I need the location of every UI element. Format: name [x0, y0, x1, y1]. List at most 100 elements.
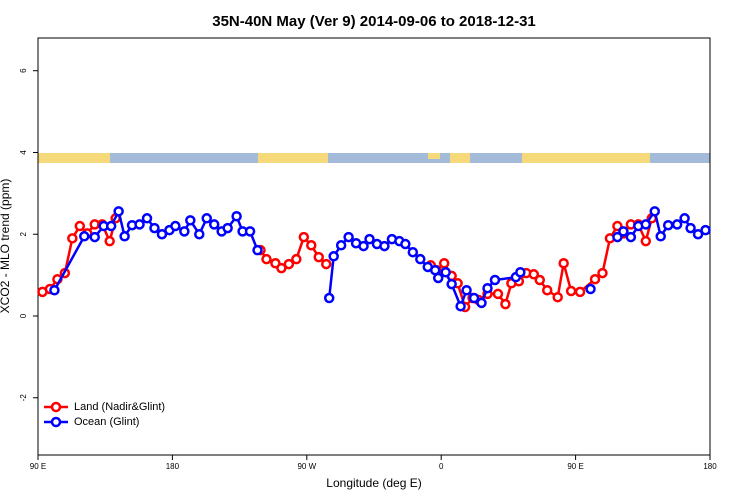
data-point — [455, 300, 466, 312]
data-point — [185, 215, 196, 226]
land-ocean-strip — [38, 153, 710, 163]
data-point — [201, 213, 212, 224]
y-tick-label: 2 — [19, 231, 28, 236]
data-point — [105, 220, 117, 232]
data-point — [541, 284, 553, 296]
data-point — [141, 213, 153, 224]
data-point — [700, 224, 711, 236]
data-point — [500, 298, 511, 310]
data-point — [685, 222, 696, 234]
data-point — [244, 226, 256, 237]
x-tick-label: 90 W — [297, 462, 316, 471]
data-point — [104, 235, 115, 247]
data-point — [261, 253, 272, 265]
data-point — [364, 233, 375, 245]
data-point — [625, 231, 637, 243]
data-point — [67, 233, 78, 244]
data-point — [291, 253, 302, 265]
data-point — [589, 273, 601, 285]
data-point — [438, 258, 450, 269]
data-point — [528, 269, 540, 280]
y-tick-label: 0 — [19, 313, 28, 318]
data-point — [476, 297, 487, 309]
data-point — [231, 210, 242, 222]
data-point — [640, 235, 652, 247]
x-tick-label: 90 E — [30, 462, 46, 471]
land-strip — [522, 153, 650, 163]
data-point — [489, 274, 501, 286]
x-axis-label: Longitude (deg E) — [326, 476, 421, 490]
data-point — [662, 219, 674, 231]
data-point — [565, 285, 577, 297]
data-point — [482, 282, 493, 294]
plot-frame — [37, 37, 711, 456]
chart-title: 35N-40N May (Ver 9) 2014-09-06 to 2018-1… — [212, 13, 536, 30]
data-point — [119, 231, 130, 242]
data-point — [79, 231, 90, 242]
data-point — [585, 283, 596, 295]
data-point — [407, 246, 419, 258]
data-point — [558, 258, 569, 269]
x-tick-label: 180 — [703, 462, 717, 471]
land-strip — [428, 153, 440, 159]
ocean-strip — [38, 153, 710, 163]
data-point — [194, 228, 205, 240]
data-point — [400, 238, 411, 250]
data-point — [252, 244, 263, 256]
data-point — [323, 292, 335, 304]
data-point — [298, 231, 310, 243]
x-tick-label: 180 — [166, 462, 180, 471]
data-point — [432, 272, 444, 284]
data-point — [671, 219, 683, 230]
data-point — [440, 267, 451, 278]
data-point — [335, 240, 347, 251]
data-point — [492, 288, 504, 300]
y-tick-label: 6 — [19, 68, 28, 73]
data-point — [618, 226, 629, 237]
data-point — [113, 206, 124, 217]
data-point — [328, 251, 339, 262]
data-point — [534, 274, 546, 286]
data-point — [208, 219, 220, 230]
data-point — [461, 284, 472, 296]
y-tick-label: -2 — [19, 394, 28, 402]
data-point — [612, 231, 623, 243]
data-point — [655, 231, 666, 242]
data-point — [343, 231, 354, 243]
data-point — [222, 222, 233, 234]
data-point — [313, 251, 324, 263]
data-point — [415, 253, 426, 265]
y-tick-label: 4 — [19, 150, 28, 155]
data-point — [156, 228, 168, 240]
data-point — [692, 228, 704, 240]
data-point — [515, 267, 526, 278]
legend-marker — [50, 401, 62, 413]
land-strip — [38, 153, 110, 163]
data-point — [358, 240, 369, 252]
legend-label: Ocean (Glint) — [74, 416, 139, 428]
data-point — [306, 240, 317, 251]
x-tick-label: 90 E — [567, 462, 583, 471]
land-strip — [258, 153, 328, 163]
data-point — [170, 220, 181, 232]
data-point — [640, 219, 652, 230]
data-point — [552, 291, 563, 303]
data-point — [597, 267, 608, 279]
y-axis-label: XCO2 - MLO trend (ppm) — [0, 179, 12, 314]
data-point — [468, 292, 480, 304]
x-tick-label: 0 — [439, 462, 444, 471]
data-point — [134, 219, 145, 230]
data-point — [679, 213, 690, 224]
data-point — [89, 231, 100, 243]
data-point — [320, 258, 332, 270]
data-point — [49, 284, 60, 296]
data-point — [574, 286, 586, 298]
data-point — [74, 220, 86, 232]
land-strip — [450, 153, 470, 163]
data-point — [379, 240, 390, 252]
legend-marker — [50, 416, 62, 428]
data-point — [276, 262, 287, 274]
legend-label: Land (Nadir&Glint) — [74, 401, 165, 413]
data-point — [446, 278, 457, 290]
